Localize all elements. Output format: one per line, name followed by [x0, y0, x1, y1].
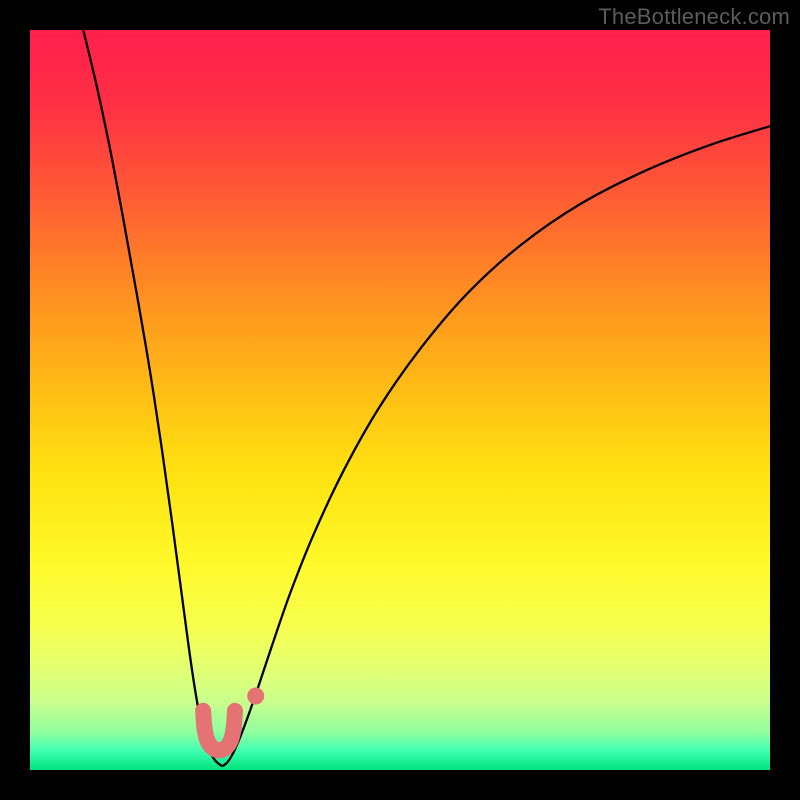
bottleneck-chart: [0, 0, 800, 800]
highlight-dot: [247, 688, 264, 705]
gradient-background: [30, 30, 770, 770]
watermark-text: TheBottleneck.com: [598, 4, 790, 30]
chart-stage: TheBottleneck.com: [0, 0, 800, 800]
